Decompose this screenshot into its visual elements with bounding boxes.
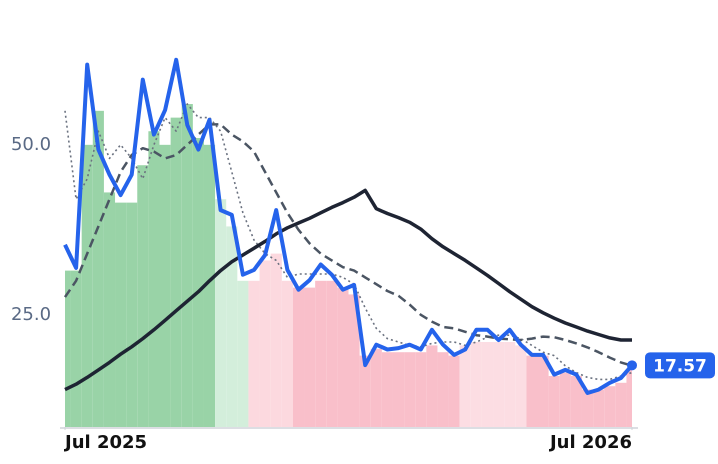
- band-bar: [537, 355, 549, 427]
- band-bar: [581, 389, 594, 427]
- series-line: [63, 57, 634, 395]
- last-value-label: 17.57: [653, 356, 707, 376]
- band-bar: [203, 144, 216, 428]
- band-bar: [226, 226, 238, 427]
- band-bar: [404, 352, 416, 427]
- band-bar: [148, 131, 160, 427]
- band-bar: [70, 270, 82, 427]
- band-bar: [270, 253, 282, 427]
- band-bar: [448, 355, 460, 427]
- band-bar: [348, 294, 360, 427]
- band-bar: [370, 348, 382, 427]
- band-bar: [515, 345, 527, 427]
- band-bar: [137, 165, 149, 427]
- band-bar: [426, 345, 438, 427]
- band-bar: [504, 342, 516, 427]
- band-bar: [248, 280, 260, 427]
- last-point: [627, 360, 637, 371]
- band-bar: [481, 342, 494, 427]
- band-bar: [470, 342, 482, 427]
- band-bar: [437, 352, 449, 427]
- x-tick-label: Jul 2025: [63, 432, 147, 453]
- series-line: [64, 188, 632, 392]
- band-bar: [604, 386, 616, 427]
- band-bar: [92, 110, 104, 427]
- band-bar: [626, 369, 632, 427]
- band-bar: [126, 202, 138, 427]
- band-bar: [337, 287, 349, 427]
- band-bar: [215, 199, 227, 427]
- band-bar: [237, 280, 249, 427]
- band-bar: [548, 376, 560, 427]
- band-bar: [526, 355, 538, 427]
- band-bar: [65, 270, 71, 427]
- last-value-badge: [645, 352, 715, 379]
- band-bar: [281, 280, 293, 427]
- band-bar: [103, 192, 116, 427]
- band-bar: [304, 287, 316, 427]
- band-bar: [459, 345, 471, 427]
- series-line: [63, 123, 633, 367]
- band-bar: [415, 352, 427, 427]
- band-bar: [159, 144, 171, 428]
- band-bar: [259, 260, 271, 427]
- band-bar: [192, 138, 204, 427]
- band-bar: [326, 280, 338, 427]
- band-bar: [392, 352, 405, 427]
- x-tick-label: Jul 2026: [548, 432, 632, 453]
- band-bar: [493, 342, 505, 427]
- series-line: [64, 103, 633, 381]
- band-bar: [170, 117, 182, 428]
- y-tick-label: 25.0: [11, 304, 51, 325]
- y-tick-label: 50.0: [11, 134, 51, 155]
- band-bar: [115, 202, 127, 427]
- band-bar: [615, 382, 627, 427]
- band-bar: [181, 104, 193, 427]
- band-bar: [381, 352, 393, 427]
- band-bar: [81, 144, 93, 428]
- band-bar: [292, 287, 305, 427]
- band-bar: [570, 376, 582, 427]
- band-bar: [359, 355, 371, 427]
- band-bar: [315, 280, 327, 427]
- band-bar: [593, 389, 605, 427]
- band-bar: [559, 372, 571, 427]
